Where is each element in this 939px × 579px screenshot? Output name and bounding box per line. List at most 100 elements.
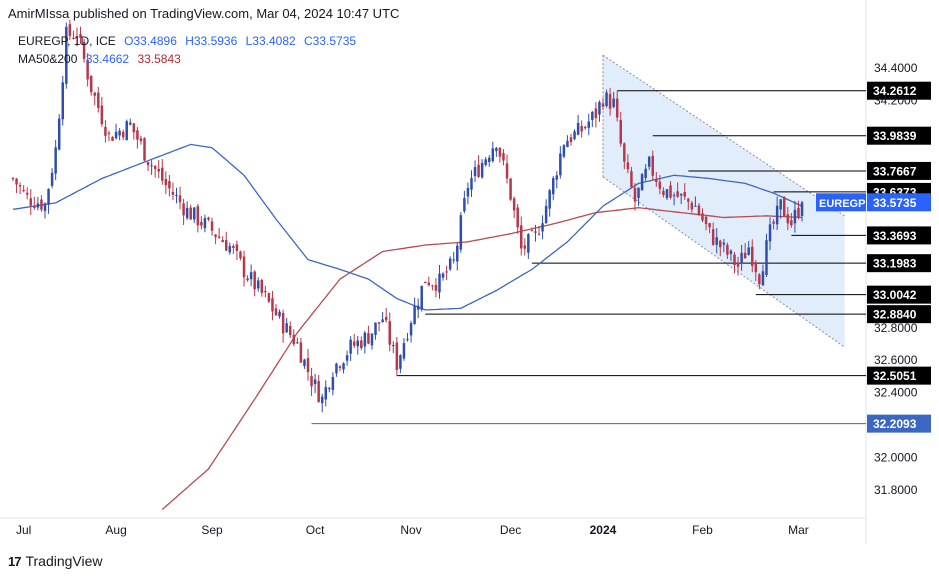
candle-body — [320, 396, 324, 404]
candle-body — [33, 206, 36, 208]
candle-body — [655, 179, 658, 182]
candle-body — [448, 258, 452, 270]
candle-body — [608, 94, 612, 109]
time-tick-label: Sep — [201, 523, 223, 537]
candle-body — [612, 98, 615, 107]
candle-body — [783, 197, 786, 217]
candle-body — [477, 164, 480, 177]
descending-channel[interactable] — [602, 54, 845, 348]
candle-body — [79, 34, 82, 38]
candle-body — [175, 195, 178, 197]
candle-body — [591, 111, 594, 120]
candle-body — [288, 326, 292, 336]
candle-body — [395, 342, 399, 370]
candle-body — [598, 102, 601, 115]
candle-body — [338, 366, 342, 369]
candle-body — [416, 305, 420, 310]
candle-body — [679, 193, 683, 196]
candle-body — [573, 131, 576, 139]
candle-body — [306, 358, 310, 373]
key-levels[interactable]: 34.261233.983933.766733.637333.369333.19… — [311, 81, 931, 433]
candle-body — [441, 273, 445, 278]
candle-body — [313, 379, 317, 385]
price-tick-label: 32.0000 — [874, 451, 918, 465]
candle-body — [786, 214, 790, 224]
candle-body — [185, 207, 189, 219]
grid — [0, 0, 867, 544]
candle-body — [473, 167, 477, 177]
candle-body — [239, 251, 242, 259]
candle-body — [683, 192, 686, 197]
candle-body — [733, 254, 736, 266]
candle-body — [466, 188, 470, 197]
candle-body — [708, 223, 711, 228]
candle-body — [740, 252, 743, 264]
ma-legend[interactable]: MA50&200 33.4662 33.5843 — [18, 52, 186, 66]
candle-body — [790, 220, 793, 226]
candle-body — [22, 189, 25, 191]
candle-body — [310, 376, 313, 387]
candle-body — [544, 205, 548, 223]
candle-body — [605, 92, 608, 107]
candle-body — [125, 121, 128, 141]
candle-body — [114, 131, 118, 139]
candle-body — [104, 126, 107, 136]
tradingview-brand[interactable]: 17 TradingView — [8, 553, 103, 569]
candle-body — [516, 207, 519, 228]
candle-body — [331, 376, 335, 391]
symbol-tag-label: EUREGP — [819, 198, 865, 210]
key-level-label: 32.8840 — [873, 308, 917, 322]
candle-body — [484, 159, 487, 165]
candle-body — [541, 223, 544, 232]
candle-body — [530, 230, 534, 232]
candle-body — [43, 203, 47, 211]
candle-body — [285, 323, 288, 333]
candle-body — [509, 178, 512, 200]
tradingview-logo-icon: 17 — [8, 553, 22, 569]
candle-body — [623, 143, 626, 162]
candle-body — [775, 205, 779, 225]
candle-body — [491, 148, 495, 161]
candle-body — [242, 256, 246, 278]
candle-body — [615, 98, 619, 118]
close-value: C33.5735 — [304, 34, 357, 48]
candle-body — [271, 298, 274, 312]
key-level-badge — [867, 161, 931, 180]
candle-body — [495, 147, 498, 152]
candle-body — [100, 105, 104, 125]
candle-body — [697, 205, 701, 215]
candle-body — [726, 244, 729, 255]
key-level-label: 32.2093 — [873, 417, 917, 431]
candle-body — [182, 203, 185, 216]
candle-body — [747, 247, 750, 255]
candle-body — [551, 178, 555, 195]
candle-body — [559, 153, 562, 176]
price-tick-label: 32.4000 — [874, 386, 918, 400]
candle-body — [711, 229, 715, 245]
candle-body — [157, 168, 160, 172]
candle-body — [665, 189, 669, 198]
candle-body — [424, 281, 427, 284]
candle-body — [729, 250, 733, 254]
candle-body — [793, 209, 797, 224]
candle-body — [267, 293, 271, 302]
candle-body — [146, 162, 150, 166]
candle-body — [281, 312, 285, 334]
candle-body — [527, 234, 530, 253]
candle-body — [537, 233, 541, 235]
candle-body — [118, 130, 121, 136]
candle-body — [583, 127, 587, 129]
candle-body — [303, 359, 306, 366]
price-tick-label: 34.2000 — [874, 94, 918, 108]
candle-body — [256, 280, 260, 289]
ohlc-legend[interactable]: EUREGP, 1D, ICE O33.4896 H33.5936 L33.40… — [18, 34, 361, 48]
candle-body — [388, 321, 391, 345]
candle-body — [694, 205, 697, 207]
candle-body — [253, 271, 256, 290]
candle-body — [274, 308, 278, 316]
candle-body — [619, 120, 623, 144]
candle-body — [772, 221, 775, 224]
candle-body — [413, 305, 416, 324]
candle-body — [498, 147, 502, 157]
